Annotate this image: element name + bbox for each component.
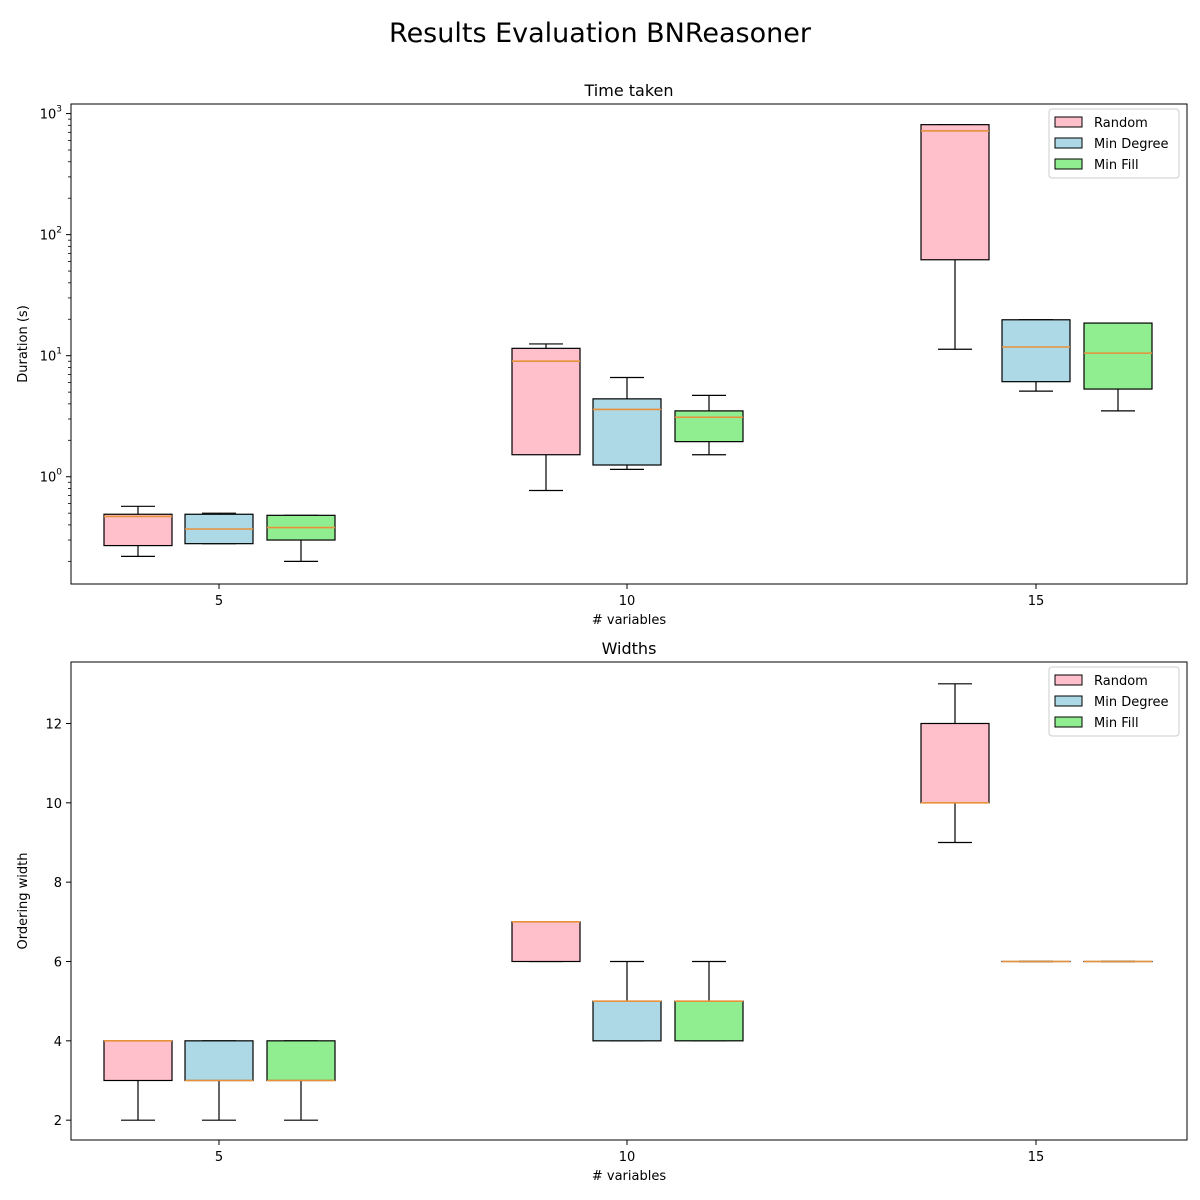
y-tick-label: 101 (40, 347, 62, 365)
y-tick-label: 100 (40, 468, 63, 486)
box-random-10 (511, 921, 581, 963)
y-tick-label: 103 (40, 105, 62, 123)
box-body (592, 1000, 662, 1042)
box-min-fill-5 (266, 514, 336, 562)
x-axis-label: # variables (592, 613, 666, 628)
legend-label: Random (1094, 674, 1148, 689)
legend-label: Random (1094, 116, 1148, 131)
chart-title: Widths (602, 639, 657, 658)
box-min-fill-15 (1083, 322, 1153, 412)
legend-label: Min Degree (1094, 137, 1169, 152)
x-tick-label: 5 (215, 594, 223, 609)
y-tick-label: 12 (45, 717, 62, 732)
x-tick-label: 10 (619, 1150, 636, 1165)
box-body (674, 410, 744, 443)
box-body (1001, 319, 1071, 383)
legend: Random Min Degree Min Fill (1048, 108, 1180, 179)
y-axis-label: Ordering width (16, 852, 31, 949)
chart-title: Time taken (584, 81, 674, 100)
y-tick-label: 8 (54, 876, 62, 891)
box-body (511, 921, 581, 963)
box-random-5 (103, 1040, 173, 1121)
box-random-15 (920, 124, 990, 350)
box-body (266, 1040, 336, 1082)
y-axis-label: Duration (s) (16, 305, 31, 383)
box-min-degree-10 (592, 960, 662, 1042)
box-body (511, 347, 581, 456)
legend-label: Min Fill (1094, 716, 1139, 731)
legend-label: Min Degree (1094, 695, 1169, 710)
box-min-degree-10 (592, 376, 662, 470)
box-random-10 (511, 343, 581, 492)
x-tick-label: 5 (215, 1150, 223, 1165)
box-body (920, 722, 990, 804)
legend-swatch (1054, 674, 1083, 686)
box-body (103, 513, 173, 547)
box-random-5 (103, 505, 173, 557)
box-body (920, 124, 990, 261)
y-tick-label: 102 (40, 226, 62, 244)
box-body (103, 1040, 173, 1082)
x-axis-label: # variables (592, 1169, 666, 1184)
axes-frame (70, 103, 1188, 585)
box-min-degree-5 (184, 1040, 254, 1121)
box-body (1083, 322, 1153, 390)
box-random-15 (920, 683, 990, 844)
box-min-fill-10 (674, 394, 744, 456)
box-min-degree-15 (1001, 319, 1071, 392)
legend-swatch (1054, 116, 1083, 128)
x-tick-label: 15 (1028, 594, 1045, 609)
figure-title: Results Evaluation BNReasoner (389, 18, 811, 49)
box-min-fill-10 (674, 960, 744, 1042)
legend-swatch (1054, 158, 1083, 170)
legend-label: Min Fill (1094, 158, 1139, 173)
y-tick-label: 2 (54, 1114, 62, 1129)
legend-swatch (1054, 137, 1083, 149)
box-min-degree-5 (184, 512, 254, 545)
legend: Random Min Degree Min Fill (1048, 666, 1180, 737)
box-body (184, 1040, 254, 1082)
y-tick-label: 10 (45, 797, 62, 812)
axes-frame (70, 661, 1188, 1141)
y-tick-label: 6 (54, 955, 62, 970)
x-tick-label: 10 (619, 594, 636, 609)
x-tick-label: 15 (1028, 1150, 1045, 1165)
chart-panel-2: Widths 2 4 6 8 10 12 5 10 15 # variables Ordering w… (16, 639, 1188, 1184)
legend-swatch (1054, 716, 1083, 728)
box-min-fill-5 (266, 1040, 336, 1121)
y-tick-label: 4 (54, 1035, 62, 1050)
chart-panel-1: Time taken 100 101 102 103 5 10 15 # variables Du… (16, 81, 1188, 628)
legend-swatch (1054, 695, 1083, 707)
box-body (674, 1000, 744, 1042)
